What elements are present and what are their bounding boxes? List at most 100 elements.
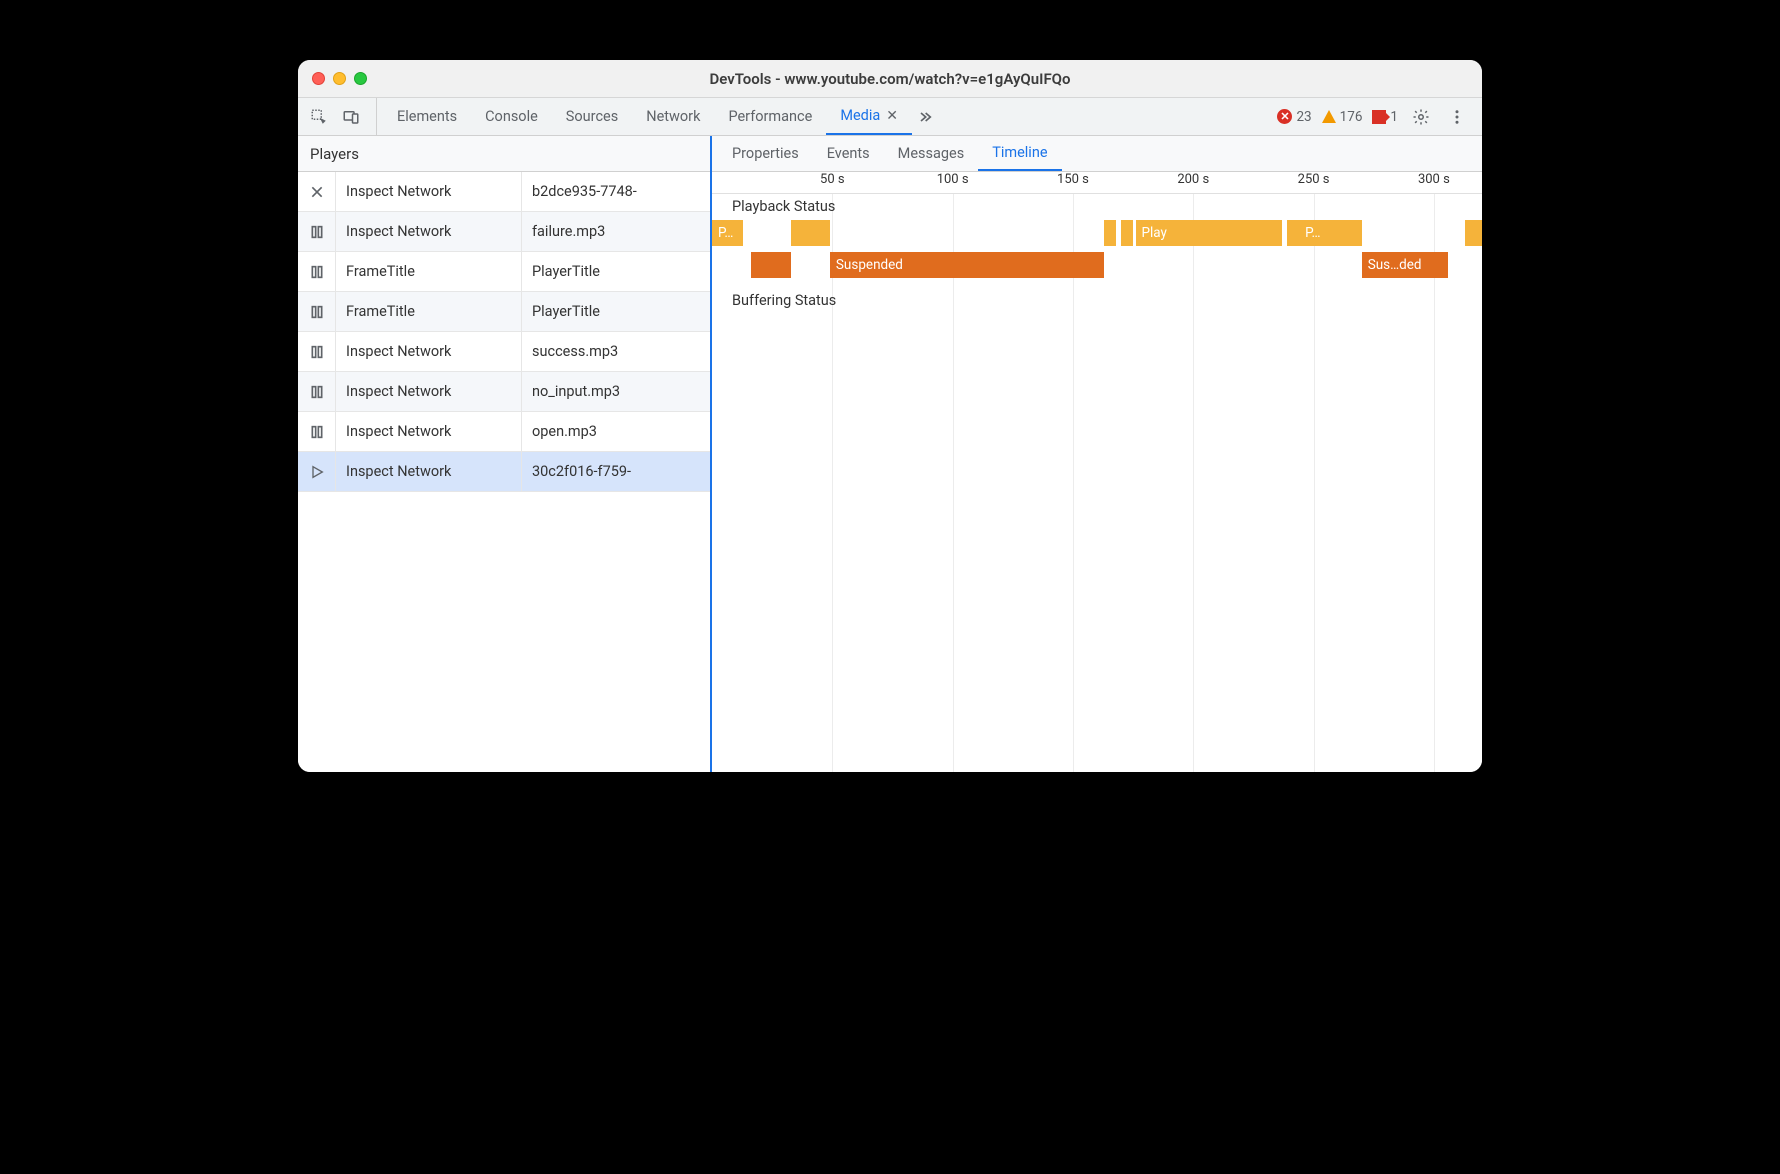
x-icon xyxy=(298,172,336,211)
ruler-tick: 300 s xyxy=(1418,172,1450,187)
panel-tab-media[interactable]: Media ✕ xyxy=(826,98,912,135)
timeline-segment[interactable] xyxy=(751,252,792,278)
timeline-track: P… Play P… xyxy=(712,220,1482,246)
players-sidebar: Players Inspect Networkb2dce935-7748-Ins… xyxy=(298,136,712,772)
timeline-segment[interactable] xyxy=(1104,220,1116,246)
inspect-element-icon[interactable] xyxy=(306,104,332,130)
panel-tab-performance[interactable]: Performance xyxy=(714,98,826,135)
pause-icon xyxy=(298,372,336,411)
error-count: 23 xyxy=(1296,109,1311,125)
toolbar: Elements Console Sources Network Performance… xyxy=(298,98,1482,136)
minimize-window-button[interactable] xyxy=(333,72,346,85)
player-title: PlayerTitle xyxy=(522,303,710,320)
timeline-segment[interactable] xyxy=(1121,220,1133,246)
panel-tab-label: Media xyxy=(840,107,880,124)
timeline-segment[interactable] xyxy=(1465,220,1482,246)
main-panel: PropertiesEventsMessagesTimeline 50 s 100… xyxy=(712,136,1482,772)
subtab-timeline[interactable]: Timeline xyxy=(978,136,1061,171)
pause-icon xyxy=(298,292,336,331)
player-frame-title: Inspect Network xyxy=(336,332,522,371)
panel-tab-label: Elements xyxy=(397,108,457,125)
timeline-section-label: Buffering Status xyxy=(732,292,836,309)
ruler-tick: 200 s xyxy=(1177,172,1209,187)
timeline-segment[interactable] xyxy=(791,220,830,246)
player-row[interactable]: Inspect Networkopen.mp3 xyxy=(298,412,710,452)
player-title: success.mp3 xyxy=(522,343,710,360)
timeline-area[interactable]: 50 s100 s150 s200 s250 s300 sPlayback St… xyxy=(712,172,1482,772)
player-row[interactable]: Inspect Network30c2f016-f759- xyxy=(298,452,710,492)
ruler-tick: 100 s xyxy=(937,172,969,187)
player-title: PlayerTitle xyxy=(522,263,710,280)
players-list: Inspect Networkb2dce935-7748-Inspect Net… xyxy=(298,172,710,492)
timeline-ruler: 50 s100 s150 s200 s250 s300 s xyxy=(712,172,1482,194)
timeline-track: Suspended Sus…ded xyxy=(712,252,1482,278)
error-count-badge[interactable]: ✕ 23 xyxy=(1277,109,1311,125)
player-frame-title: Inspect Network xyxy=(336,172,522,211)
zoom-window-button[interactable] xyxy=(354,72,367,85)
ruler-tick: 150 s xyxy=(1057,172,1089,187)
player-frame-title: Inspect Network xyxy=(336,212,522,251)
devtools-window: DevTools - www.youtube.com/watch?v=e1gAy… xyxy=(298,60,1482,772)
more-tabs-icon[interactable] xyxy=(912,104,938,130)
panel-tab-label: Sources xyxy=(566,108,618,125)
timeline-segment[interactable] xyxy=(1287,220,1299,246)
warning-count-badge[interactable]: 176 xyxy=(1322,109,1363,125)
player-frame-title: FrameTitle xyxy=(336,252,522,291)
timeline-segment[interactable]: Suspended xyxy=(830,252,1104,278)
timeline-grid xyxy=(712,194,1482,772)
player-row[interactable]: Inspect Networkno_input.mp3 xyxy=(298,372,710,412)
panel-tab-label: Network xyxy=(646,108,700,125)
panel-tab-label: Console xyxy=(485,108,538,125)
player-title: open.mp3 xyxy=(522,423,710,440)
ruler-tick: 50 s xyxy=(820,172,845,187)
close-window-button[interactable] xyxy=(312,72,325,85)
pause-icon xyxy=(298,332,336,371)
issue-icon xyxy=(1372,110,1386,124)
close-tab-icon[interactable]: ✕ xyxy=(886,108,898,124)
player-row[interactable]: Inspect Networksuccess.mp3 xyxy=(298,332,710,372)
traffic-lights xyxy=(312,72,367,85)
media-subtabs: PropertiesEventsMessagesTimeline xyxy=(712,136,1482,172)
panel-tab-label: Performance xyxy=(728,108,812,125)
timeline-segment[interactable]: Play xyxy=(1136,220,1283,246)
player-row[interactable]: FrameTitlePlayerTitle xyxy=(298,292,710,332)
player-title: no_input.mp3 xyxy=(522,383,710,400)
player-frame-title: FrameTitle xyxy=(336,292,522,331)
settings-icon[interactable] xyxy=(1408,104,1434,130)
player-title: failure.mp3 xyxy=(522,223,710,240)
panel-tab-sources[interactable]: Sources xyxy=(552,98,632,135)
panel-tab-elements[interactable]: Elements xyxy=(383,98,471,135)
window-title: DevTools - www.youtube.com/watch?v=e1gAy… xyxy=(298,70,1482,88)
timeline-section-label: Playback Status xyxy=(732,198,835,215)
timeline-segment[interactable]: P… xyxy=(712,220,743,246)
device-toggle-icon[interactable] xyxy=(338,104,364,130)
play-icon xyxy=(298,452,336,491)
issue-count-badge[interactable]: 1 xyxy=(1372,109,1398,125)
issue-count: 1 xyxy=(1390,109,1398,125)
pause-icon xyxy=(298,212,336,251)
player-title: b2dce935-7748- xyxy=(522,183,710,200)
panel-tabs: Elements Console Sources Network Performance… xyxy=(383,98,912,135)
subtab-properties[interactable]: Properties xyxy=(718,136,813,171)
more-menu-icon[interactable] xyxy=(1444,104,1470,130)
pause-icon xyxy=(298,412,336,451)
subtab-events[interactable]: Events xyxy=(813,136,884,171)
timeline-segment[interactable]: P… xyxy=(1299,220,1362,246)
player-title: 30c2f016-f759- xyxy=(522,463,710,480)
pause-icon xyxy=(298,252,336,291)
player-frame-title: Inspect Network xyxy=(336,412,522,451)
warning-count: 176 xyxy=(1340,109,1363,125)
titlebar: DevTools - www.youtube.com/watch?v=e1gAy… xyxy=(298,60,1482,98)
player-frame-title: Inspect Network xyxy=(336,452,522,491)
player-frame-title: Inspect Network xyxy=(336,372,522,411)
panel-tab-console[interactable]: Console xyxy=(471,98,552,135)
timeline-segment[interactable]: Sus…ded xyxy=(1362,252,1449,278)
panel-tab-network[interactable]: Network xyxy=(632,98,714,135)
player-row[interactable]: Inspect Networkfailure.mp3 xyxy=(298,212,710,252)
player-row[interactable]: Inspect Networkb2dce935-7748- xyxy=(298,172,710,212)
error-icon: ✕ xyxy=(1277,109,1292,124)
players-header: Players xyxy=(298,136,710,172)
subtab-messages[interactable]: Messages xyxy=(884,136,979,171)
player-row[interactable]: FrameTitlePlayerTitle xyxy=(298,252,710,292)
body: Players Inspect Networkb2dce935-7748-Ins… xyxy=(298,136,1482,772)
